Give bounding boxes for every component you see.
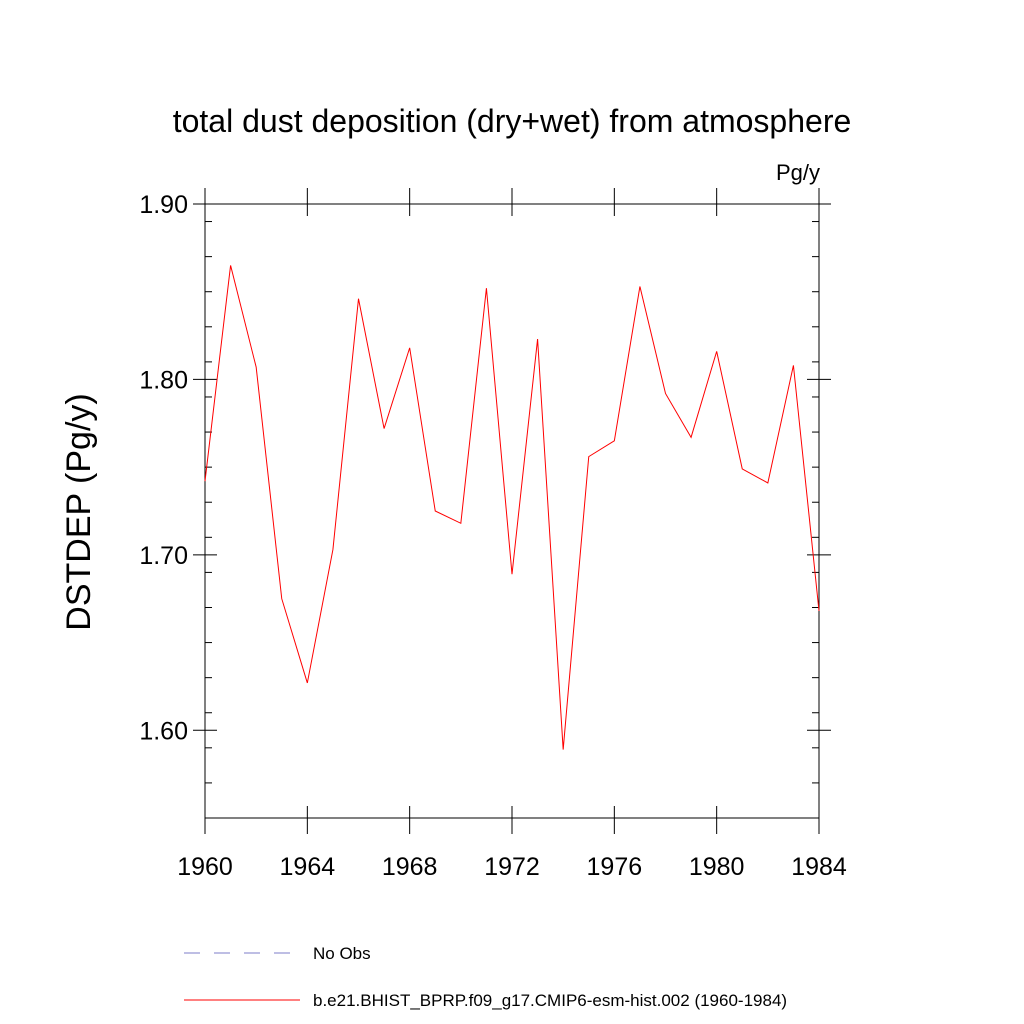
x-tick-label: 1960 xyxy=(177,853,233,881)
series-layer xyxy=(204,265,820,750)
x-tick-label: 1984 xyxy=(791,853,847,881)
units-label: Pg/y xyxy=(776,160,820,185)
x-tick-label: 1980 xyxy=(689,853,745,881)
legend-label: b.e21.BHIST_BPRP.f09_g17.CMIP6-esm-hist.… xyxy=(313,991,787,1010)
y-tick-label: 1.70 xyxy=(139,542,188,570)
y-tick-labels: 1.60 1.70 1.80 1.90 xyxy=(139,191,188,745)
plot-frame xyxy=(204,203,820,819)
axis-ticks xyxy=(193,188,831,834)
x-tick-label: 1968 xyxy=(382,853,438,881)
x-tick-label: 1976 xyxy=(587,853,643,881)
chart-title: total dust deposition (dry+wet) from atm… xyxy=(173,103,852,139)
legend: No Obs b.e21.BHIST_BPRP.f09_g17.CMIP6-esm… xyxy=(184,944,787,1010)
x-tick-label: 1972 xyxy=(484,853,540,881)
y-tick-label: 1.80 xyxy=(139,366,188,394)
y-tick-label: 1.90 xyxy=(139,191,188,219)
x-tick-label: 1964 xyxy=(280,853,336,881)
y-axis-label: DSTDEP (Pg/y) xyxy=(60,393,98,630)
series-line xyxy=(204,265,820,750)
x-tick-labels: 1960 1964 1968 1972 1976 1980 1984 xyxy=(177,853,847,881)
legend-label: No Obs xyxy=(313,944,371,963)
y-tick-label: 1.60 xyxy=(139,717,188,745)
